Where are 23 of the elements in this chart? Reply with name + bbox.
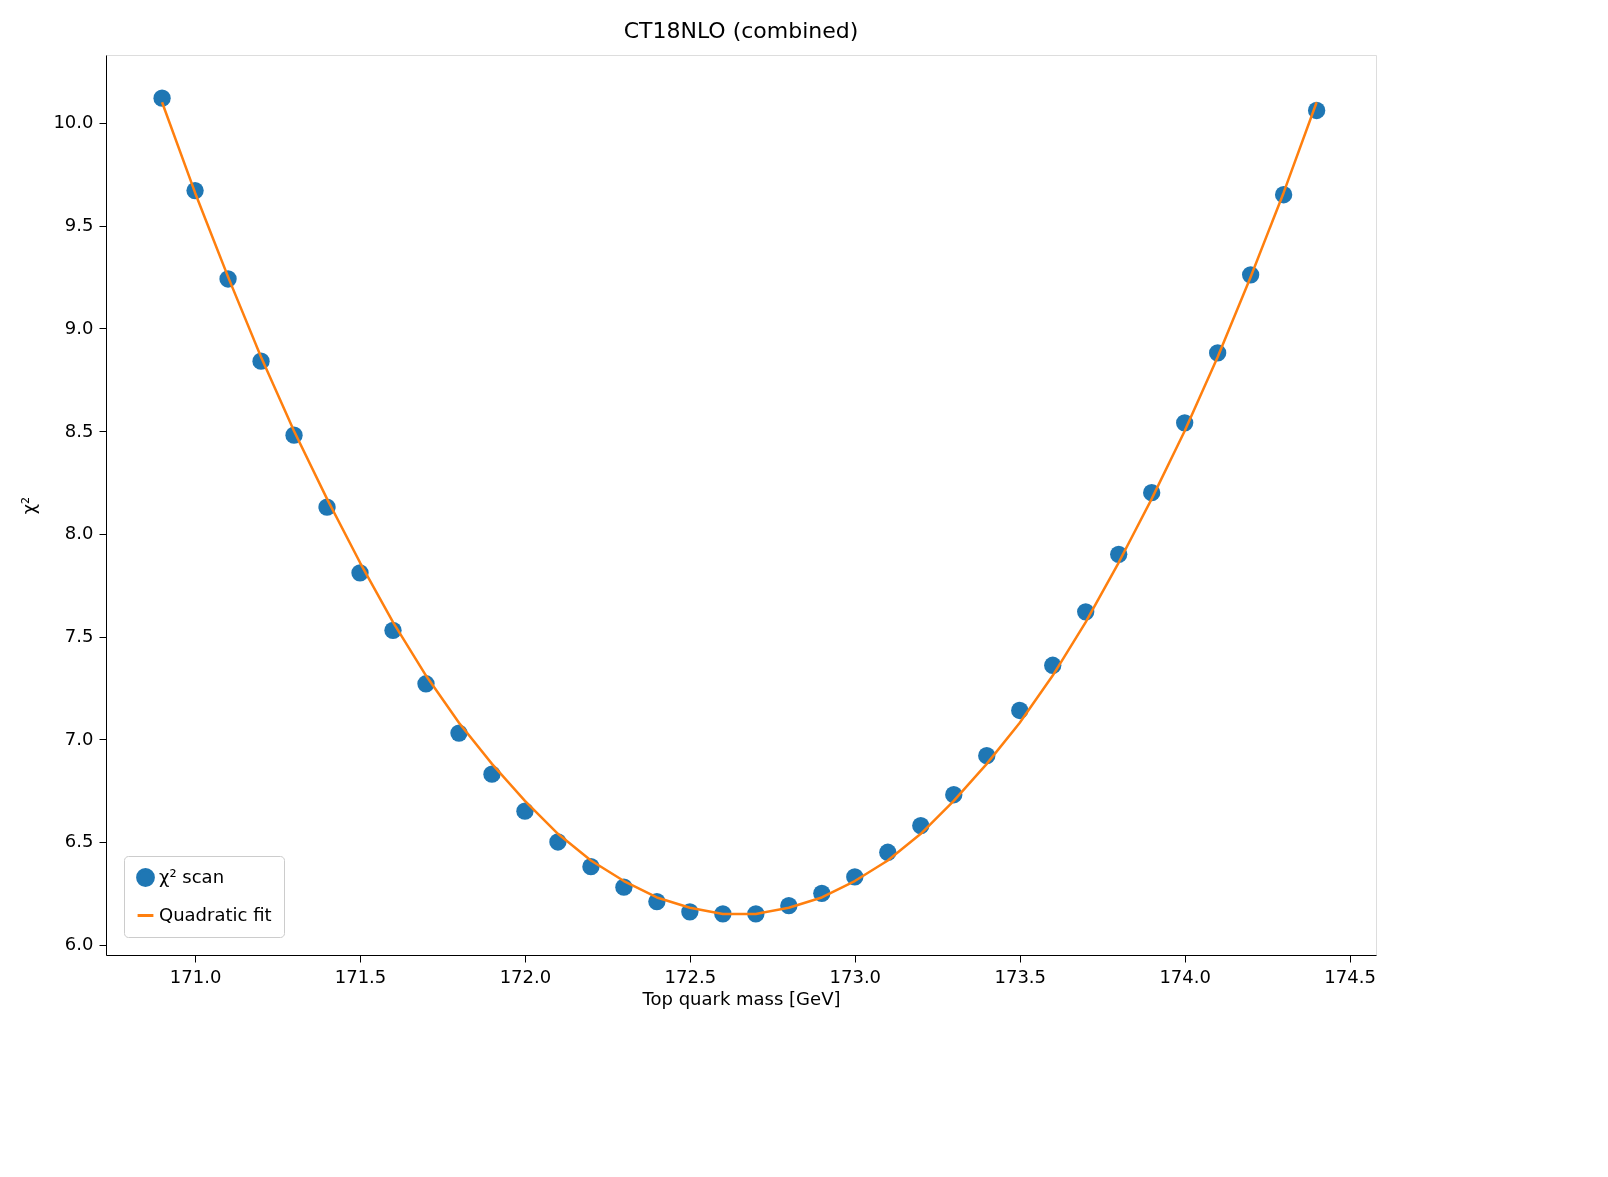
y-tick-label: 7.5 [64,625,94,647]
y-tick-label: 8.0 [64,522,94,544]
y-tick-label: 6.5 [64,830,94,852]
chart-title: CT18NLO (combined) [623,18,859,43]
x-tick-label: 171.0 [169,965,222,987]
x-axis-title: Top quark mass [GeV] [641,987,841,1009]
y-axis-title: χ² [18,496,40,515]
x-tick-label: 173.0 [829,965,882,987]
y-tick-label: 8.5 [64,419,94,441]
legend-label: Quadratic fit [159,903,272,925]
x-tick-label: 172.5 [664,965,717,987]
x-tick-label: 174.0 [1159,965,1211,987]
x-tick-label: 172.0 [499,965,552,987]
y-tick-label: 9.5 [64,214,94,236]
x-tick-label: 171.5 [334,965,387,987]
x-tick-label: 174.5 [1324,965,1376,987]
y-tick-label: 10.0 [53,111,94,133]
legend-label: χ² scan [159,865,225,887]
x-tick-label: 173.5 [994,965,1047,987]
y-tick-label: 6.0 [64,933,94,955]
point [153,89,171,107]
y-tick-label: 9.0 [64,316,94,338]
y-tick-label: 7.0 [64,727,94,749]
